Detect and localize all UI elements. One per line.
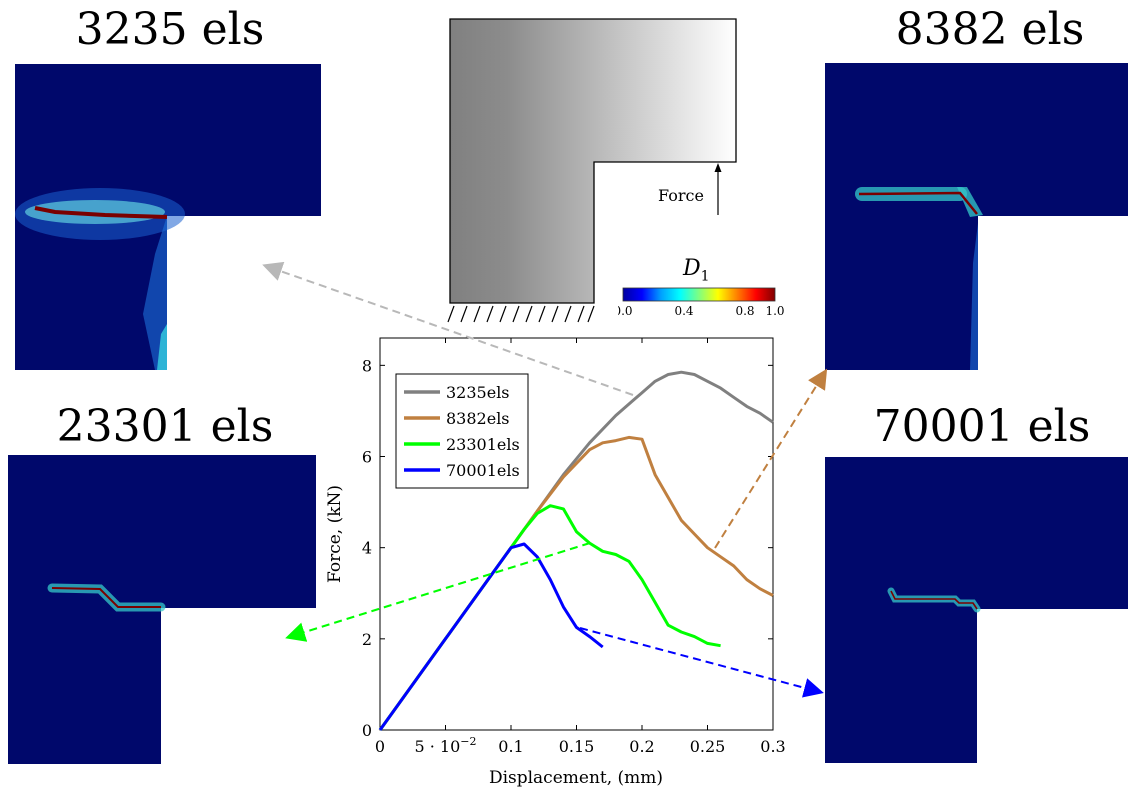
y-axis-label: Force, (kN) (325, 485, 345, 583)
crack-halo-kink (957, 187, 983, 217)
l-shape-domain (15, 64, 321, 370)
mesh-panel-70001 (825, 457, 1128, 763)
l-shape-domain (8, 455, 316, 764)
vertical-damage-band (970, 223, 978, 370)
colorbar-label-sub: 1 (700, 268, 710, 285)
force-label: Force (658, 186, 704, 205)
colorbar-tick-0: 0.0 (618, 304, 633, 318)
x-tick-exponent: −2 (460, 735, 476, 748)
crack-path (890, 590, 978, 610)
series-line-23301els (378, 504, 721, 731)
colorbar-tick-2: 0.8 (735, 304, 754, 318)
x-tick-label: 0.1 (498, 737, 523, 756)
y-tick-label: 2 (362, 630, 372, 649)
x-tick-label: 0 (375, 737, 385, 756)
colorbar-label-main: D (683, 256, 701, 281)
pointer-arrow-8382 (714, 368, 828, 549)
damage-colorbar: 0.0 0.4 0.8 1.0 (618, 287, 785, 318)
vertical-damage-band (143, 216, 167, 370)
y-tick-label: 4 (362, 539, 372, 558)
panel-title-3235: 3235 els (75, 4, 265, 55)
x-tick-label: 0.3 (760, 737, 785, 756)
l-shaped-specimen (449, 18, 737, 304)
pointer-arrow-3235 (262, 261, 634, 396)
crack-path (51, 587, 161, 608)
l-shape-domain (825, 63, 1128, 370)
legend-label: 70001els (446, 461, 520, 480)
force-arrow-head (714, 163, 722, 172)
pointer-arrow-23301 (285, 542, 591, 642)
colorbar-gradient (622, 287, 776, 302)
x-tick-label: 0.25 (690, 737, 726, 756)
damage-zone-inner (25, 200, 165, 224)
mesh-panel-3235 (15, 64, 321, 370)
pointer-arrow-70001 (579, 627, 824, 698)
panel-title-8382: 8382 els (895, 4, 1085, 55)
mesh-panel-8382 (825, 63, 1128, 370)
x-axis-label: Displacement, (mm) (489, 768, 663, 788)
y-tick-label: 6 (362, 448, 372, 467)
colorbar-tick-1: 0.4 (674, 304, 693, 318)
panel-title-23301: 23301 els (56, 401, 274, 452)
colorbar-tick-3: 1.0 (765, 304, 784, 318)
mesh-panel-23301 (8, 455, 316, 764)
colorbar-label: D1 (683, 258, 710, 287)
vertical-damage-band-inner (157, 324, 167, 370)
series-line-8382els (378, 435, 774, 731)
y-tick-label: 0 (362, 721, 372, 740)
crack-path (858, 191, 978, 215)
crack-path (34, 206, 168, 219)
y-tick-label: 8 (362, 356, 372, 375)
x-tick-label: 0.2 (629, 737, 654, 756)
legend-label: 3235els (446, 383, 510, 402)
legend-label: 23301els (446, 435, 520, 454)
chart-legend: 3235els 8382els 23301els 70001els (395, 373, 529, 489)
panel-title-70001: 70001 els (873, 401, 1091, 452)
series-line-70001els (378, 542, 604, 731)
legend-label: 8382els (446, 409, 510, 428)
fixed-support-hatching (447, 305, 595, 323)
x-tick-label: 0.15 (559, 737, 595, 756)
specimen-schematic (447, 18, 737, 323)
